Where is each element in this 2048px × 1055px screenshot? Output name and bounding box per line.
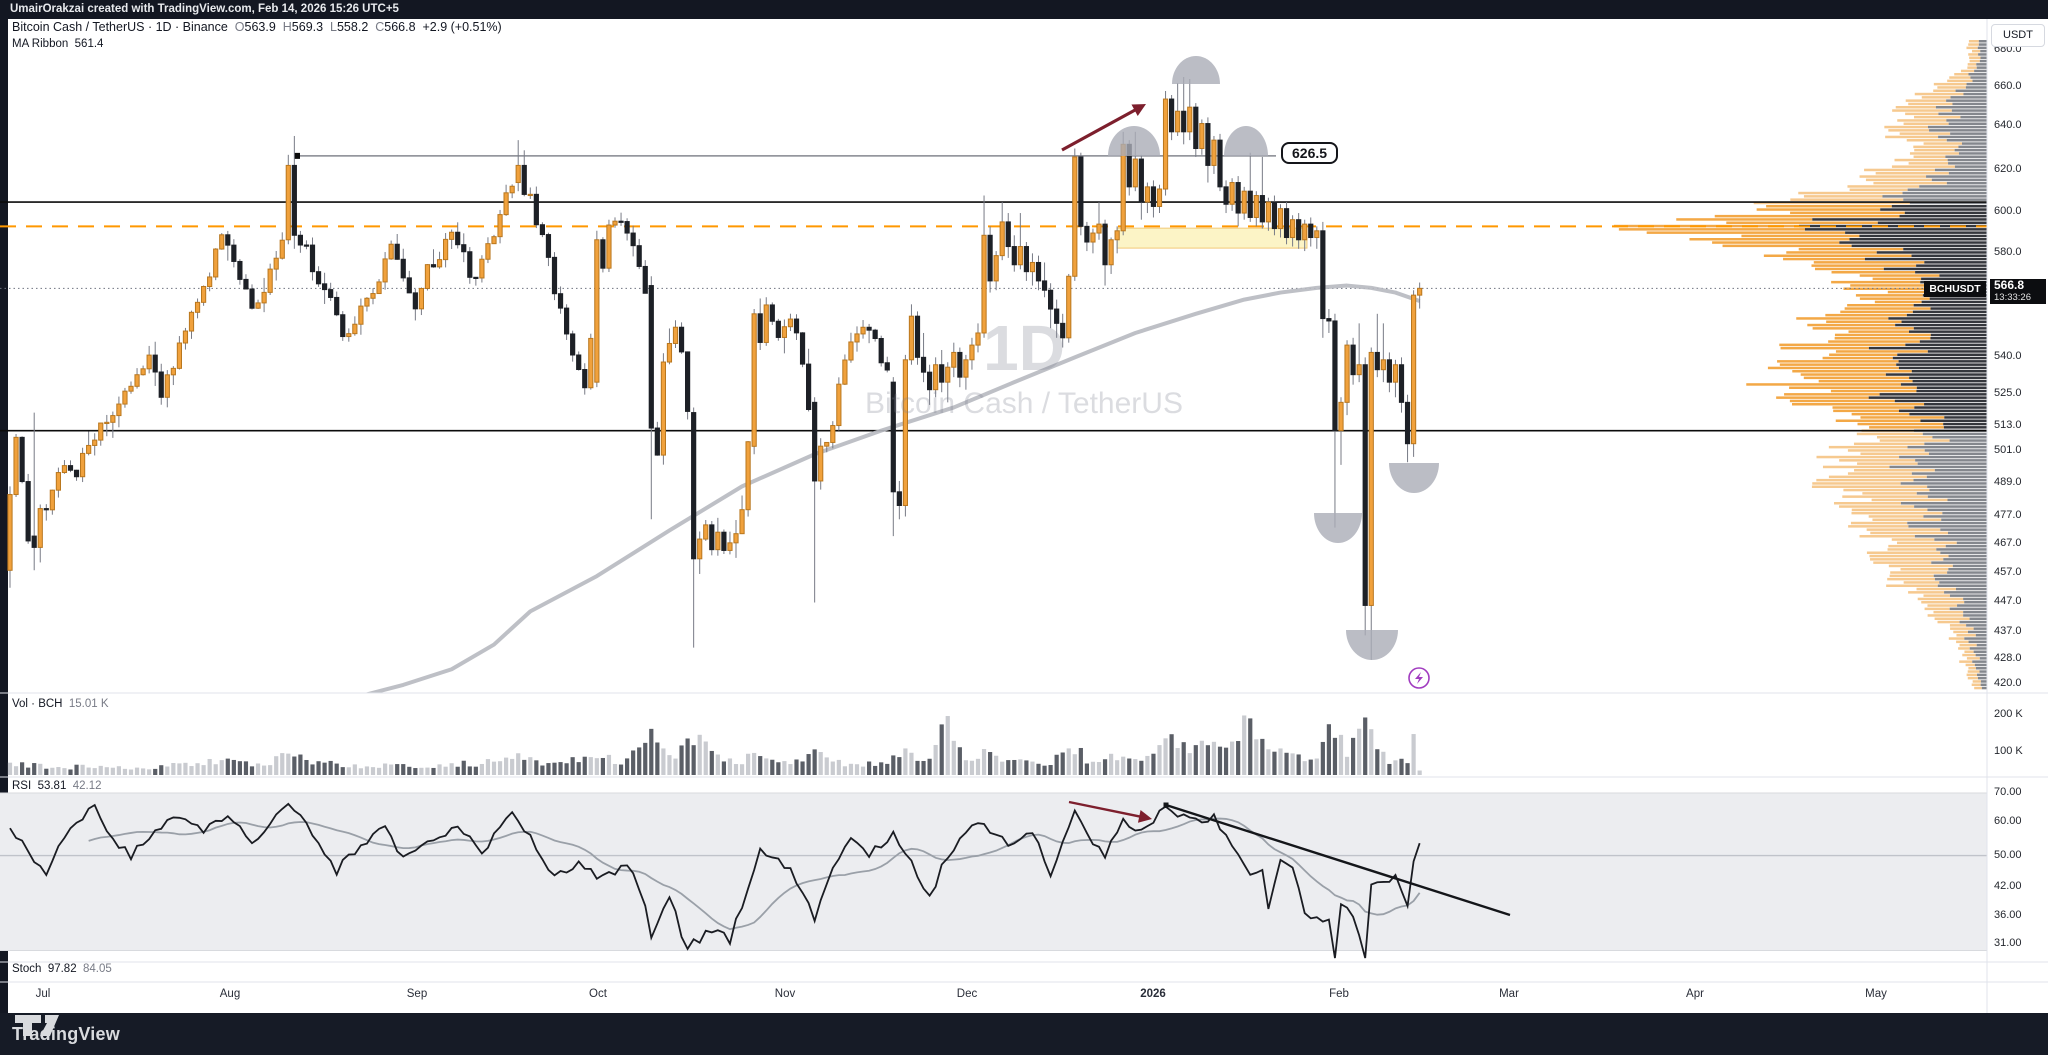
price-axis-label: 467.0 <box>1994 537 2022 549</box>
price-axis-label: 420.0 <box>1994 677 2022 689</box>
price-axis-label: 457.0 <box>1994 566 2022 578</box>
stoch-legend[interactable]: Stoch 97.82 84.05 <box>12 963 112 975</box>
ma-ribbon-label[interactable]: MA Ribbon <box>12 38 69 50</box>
symbol-title[interactable]: Bitcoin Cash / TetherUS · 1D · Binance <box>12 20 228 34</box>
rsi-trendline[interactable] <box>1165 803 1511 917</box>
rsi-axis-label: 42.00 <box>1994 880 2022 892</box>
price-level-label[interactable]: 626.5 <box>1281 142 1339 164</box>
tradingview-logo-icon[interactable] <box>14 1013 68 1037</box>
pattern-dome[interactable] <box>1172 56 1220 84</box>
rsi-label[interactable]: RSI <box>12 780 32 792</box>
rsi-value-1: 53.81 <box>37 780 67 792</box>
time-axis-label: Mar <box>1499 988 1519 1000</box>
symbol-legend[interactable]: Bitcoin Cash / TetherUS · 1D · Binance O… <box>12 20 502 34</box>
price-pane <box>0 40 1987 693</box>
rsi-value-2: 42.12 <box>72 780 102 792</box>
ma-ribbon-value: 561.4 <box>74 38 104 50</box>
price-axis-label: 437.0 <box>1994 625 2022 637</box>
ohlc-high: 569.3 <box>291 20 324 34</box>
stoch-value-1: 97.82 <box>47 963 77 975</box>
bottom-bar: TradingView <box>0 1013 2048 1055</box>
price-tag-value: 566.8 <box>1994 278 2025 292</box>
rsi-line <box>9 802 1421 959</box>
trend-arrow[interactable] <box>1068 800 1145 819</box>
time-axis-label: Feb <box>1329 988 1349 1000</box>
time-axis-label: Aug <box>219 988 241 1000</box>
time-axis-label: Jul <box>35 988 51 1000</box>
pattern-dome[interactable] <box>1224 126 1268 156</box>
pattern-dome[interactable] <box>1108 126 1160 156</box>
price-axis-label: 447.0 <box>1994 595 2022 607</box>
time-axis-label: Nov <box>774 988 796 1000</box>
pattern-bowl[interactable] <box>1389 463 1439 493</box>
time-axis-label: Dec <box>956 988 978 1000</box>
volume-pane <box>7 715 1422 775</box>
stoch-value-2: 84.05 <box>82 963 112 975</box>
rsi-axis-label: 31.00 <box>1994 937 2022 949</box>
left-edge-strip <box>0 19 8 1013</box>
supply-zone[interactable] <box>1116 227 1308 249</box>
price-axis-label: 501.0 <box>1994 444 2022 456</box>
ohlc-change: +2.9 (+0.51%) <box>422 20 502 34</box>
price-axis-label: 580.0 <box>1994 246 2022 258</box>
ohlc-close: 566.8 <box>384 20 416 34</box>
rsi-axis-label: 36.00 <box>1994 909 2022 921</box>
price-tag-countdown: 13:33:26 <box>1994 292 2031 303</box>
rsi-pane <box>0 792 1987 959</box>
price-tag[interactable]: 566.8 13:33:26 <box>1990 279 2046 304</box>
rsi-axis-label: 50.00 <box>1994 849 2022 861</box>
rsi-legend[interactable]: RSI 53.81 42.12 <box>12 780 102 792</box>
time-axis-label: Oct <box>589 988 607 1000</box>
pattern-bowl[interactable] <box>1346 630 1398 660</box>
ohlc-close-label: C <box>375 20 385 34</box>
volume-legend[interactable]: Vol · BCH 15.01 K <box>12 698 109 710</box>
annotations-layer <box>1061 56 1439 689</box>
trend-arrow[interactable] <box>1061 106 1140 152</box>
price-tag-symbol: BCHUSDT <box>1924 281 1986 297</box>
price-axis-label: 428.0 <box>1994 652 2022 664</box>
ohlc-high-label: H <box>282 20 292 34</box>
brand-name[interactable]: TradingView <box>12 1023 120 1044</box>
volume-axis-label: 200 K <box>1994 708 2023 720</box>
pattern-bowl[interactable] <box>1314 513 1362 543</box>
chart-canvas[interactable] <box>0 19 2048 1013</box>
top-status-text: UmairOrakzai created with TradingView.co… <box>10 3 399 15</box>
time-axis-label: Sep <box>406 988 428 1000</box>
stoch-label[interactable]: Stoch <box>12 963 42 975</box>
price-axis-label: 600.0 <box>1994 205 2022 217</box>
price-axis-label: 477.0 <box>1994 509 2022 521</box>
ma-ribbon-legend[interactable]: MA Ribbon 561.4 <box>12 38 103 50</box>
ohlc-open: 563.9 <box>244 20 276 34</box>
ohlc-low: 558.2 <box>336 20 369 34</box>
price-axis-label: 660.0 <box>1994 80 2022 92</box>
ohlc-open-label: O <box>234 20 245 34</box>
ma-ribbon-line <box>364 283 1421 693</box>
volume-value: 15.01 K <box>68 698 109 710</box>
price-axis-label: 620.0 <box>1994 163 2022 175</box>
time-axis-label: May <box>1865 988 1887 1000</box>
top-status-bar: UmairOrakzai created with TradingView.co… <box>0 0 2048 19</box>
rsi-axis-label: 60.00 <box>1994 815 2022 827</box>
gray-level-anchor[interactable] <box>294 152 300 159</box>
time-axis-label: 2026 <box>1140 988 1166 1000</box>
price-axis-label: 540.0 <box>1994 350 2022 362</box>
rsi-axis-label: 70.00 <box>1994 786 2022 798</box>
volume-label[interactable]: Vol · BCH <box>12 698 63 710</box>
price-axis-label: 525.0 <box>1994 387 2022 399</box>
ohlc-low-label: L <box>330 20 337 34</box>
time-axis-label: Apr <box>1686 988 1704 1000</box>
chart-area[interactable]: 1D Bitcoin Cash / TetherUS Bitcoin Cash … <box>0 19 2048 1013</box>
price-axis-label: 489.0 <box>1994 476 2022 488</box>
price-axis-label: 513.0 <box>1994 419 2022 431</box>
axis-currency-toggle[interactable]: USDT <box>1991 24 2045 47</box>
price-axis-label: 640.0 <box>1994 119 2022 131</box>
volume-axis-label: 100 K <box>1994 745 2023 757</box>
